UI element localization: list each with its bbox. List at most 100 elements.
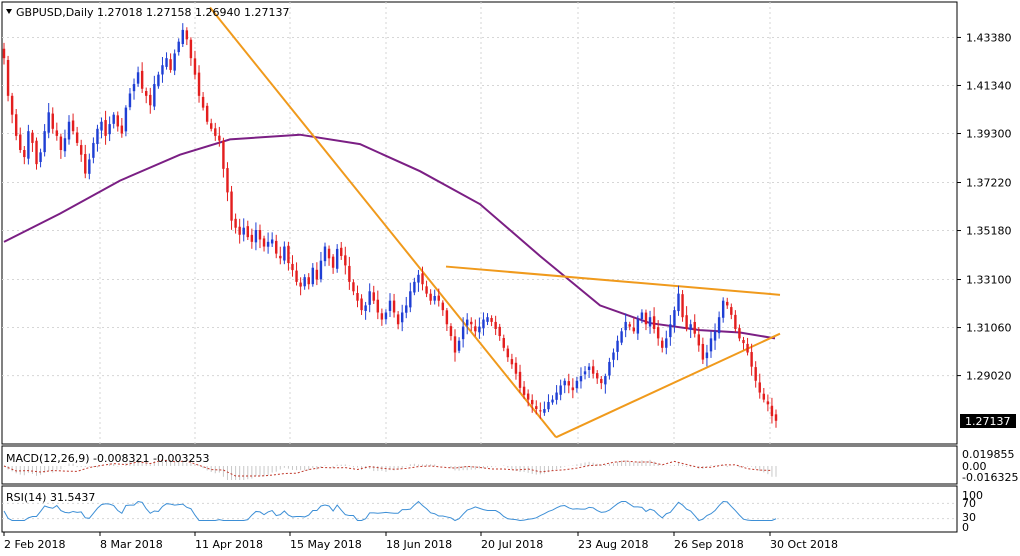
candle-body <box>640 312 644 320</box>
price-grid <box>2 2 957 444</box>
candle-body <box>758 382 761 393</box>
candle-body <box>506 348 510 358</box>
candle-body <box>348 265 351 282</box>
candle-body <box>360 298 363 311</box>
candle-body <box>596 373 599 379</box>
candle-body <box>604 376 607 385</box>
candle-body <box>677 293 680 312</box>
candle-body <box>539 410 542 412</box>
candle-body <box>104 120 107 136</box>
candle-body <box>10 95 14 115</box>
candle-body <box>701 343 705 360</box>
candle-body <box>88 159 91 174</box>
candle-body <box>474 326 477 332</box>
candle-body <box>238 226 241 235</box>
candle-body <box>19 134 22 150</box>
candle-body <box>656 327 660 339</box>
candle-body <box>23 150 26 158</box>
candle-body <box>600 378 603 384</box>
macd-tick-bottom: -0.016325 <box>962 471 1018 484</box>
candle-body <box>214 128 217 136</box>
candle-body <box>181 29 184 45</box>
candle-body <box>116 115 119 127</box>
chart-header: GBPUSD,Daily 1.27018 1.27158 1.26940 1.2… <box>16 6 289 19</box>
candle-body <box>242 227 245 235</box>
macd-tick-zero: 0.00 <box>962 460 987 473</box>
candle-body <box>445 310 449 325</box>
candle-body <box>693 321 696 334</box>
trendline <box>445 265 781 296</box>
candle-body <box>486 317 489 322</box>
candle-body <box>388 300 392 311</box>
candle-body <box>226 168 229 193</box>
candle-body <box>575 380 579 389</box>
candle-body <box>754 367 757 381</box>
candle-body <box>153 84 156 107</box>
moving-average <box>3 133 776 340</box>
time-tick-label: 20 Jul 2018 <box>481 538 543 551</box>
time-tick-label: 8 Mar 2018 <box>100 538 163 551</box>
last-price-box <box>960 414 1016 428</box>
candle-body <box>124 107 128 132</box>
time-tick-label: 23 Aug 2018 <box>578 538 648 551</box>
trendlines <box>209 6 781 439</box>
candle-body <box>730 307 733 315</box>
trendline <box>209 6 557 438</box>
candle-body <box>673 310 676 326</box>
candle-body <box>441 302 445 311</box>
candle-body <box>522 386 526 395</box>
candle-body <box>429 293 432 301</box>
candle-body <box>616 340 619 352</box>
rsi-tick-100: 100 <box>962 489 983 502</box>
candle-body <box>774 414 778 421</box>
candle-body <box>465 319 469 326</box>
candle-body <box>14 114 18 136</box>
dropdown-triangle-icon[interactable] <box>6 9 12 14</box>
candle-body <box>652 316 656 329</box>
candle-body <box>31 132 34 143</box>
candle-body <box>295 270 298 282</box>
candle-body <box>709 338 713 352</box>
time-tick-label: 30 Oct 2018 <box>770 538 838 551</box>
candle-body <box>55 130 59 136</box>
candle-body <box>535 406 538 410</box>
candle-body <box>185 30 189 40</box>
candle-body <box>559 385 562 395</box>
candle-body <box>437 295 440 301</box>
time-tick-label: 2 Feb 2018 <box>4 538 65 551</box>
candle-body <box>254 230 258 243</box>
candle-body <box>246 226 250 238</box>
candle-body <box>762 393 766 400</box>
candle-body <box>279 255 282 259</box>
candle-body <box>230 191 233 221</box>
trendline <box>555 332 781 439</box>
candle-body <box>636 319 640 334</box>
candle-body <box>632 327 636 332</box>
candle-body <box>303 277 306 287</box>
candle-body <box>161 65 164 75</box>
candle-body <box>96 128 99 145</box>
price-panel-frame <box>1 1 958 445</box>
candle-body <box>140 70 144 89</box>
candle-body <box>173 53 176 71</box>
candle-body <box>555 392 558 400</box>
candle-body <box>661 340 664 348</box>
rsi-line-path <box>3 500 777 522</box>
price-axis-labels: 1.43380 1.41340 1.39300 1.37220 1.35180 1.331… <box>957 31 1012 383</box>
candle-body <box>547 401 550 410</box>
candle-body <box>689 324 692 330</box>
candle-body <box>421 273 424 285</box>
candle-body <box>717 317 721 334</box>
candle-body <box>197 72 201 96</box>
candle-body <box>250 234 254 242</box>
candle-body <box>323 246 327 262</box>
candle-body <box>157 74 160 87</box>
price-tick-label: 1.35180 <box>966 225 1012 238</box>
candle-body <box>681 294 684 318</box>
candle-body <box>51 113 54 129</box>
candle-body <box>201 96 205 108</box>
candle-body <box>502 338 505 348</box>
candle-body <box>92 142 95 158</box>
candle-body <box>405 305 408 313</box>
candle-body <box>372 292 375 301</box>
